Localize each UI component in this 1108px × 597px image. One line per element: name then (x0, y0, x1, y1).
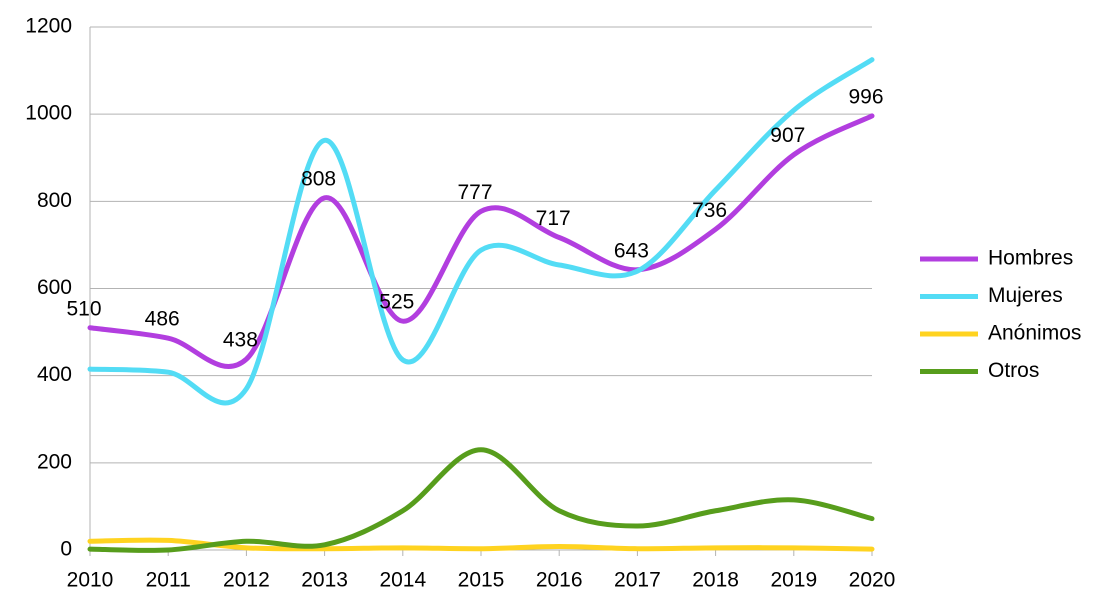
data-label: 777 (457, 181, 492, 204)
x-tick-label: 2020 (849, 569, 896, 592)
series-line (87, 57, 875, 406)
x-tick-label: 2014 (379, 569, 426, 592)
series-line (87, 447, 875, 553)
data-label: 736 (692, 199, 727, 222)
data-label: 486 (145, 308, 180, 331)
legend-label: Anónimos (988, 322, 1081, 345)
data-label: 510 (66, 297, 101, 320)
legend-label: Hombres (988, 247, 1073, 270)
x-tick-label: 2018 (692, 569, 739, 592)
y-tick-label: 1000 (25, 102, 72, 125)
x-tick-label: 2019 (770, 569, 817, 592)
x-tick-label: 2012 (223, 569, 270, 592)
data-label: 808 (301, 167, 336, 190)
legend-label: Otros (988, 359, 1039, 382)
y-tick-label: 0 (60, 538, 72, 561)
series-line (87, 113, 875, 369)
x-tick-label: 2017 (614, 569, 661, 592)
x-tick-label: 2016 (536, 569, 583, 592)
y-tick-label: 800 (37, 189, 72, 212)
x-tick-label: 2015 (458, 569, 505, 592)
y-tick-label: 1200 (25, 15, 72, 38)
y-tick-label: 600 (37, 276, 72, 299)
data-label: 907 (770, 124, 805, 147)
y-tick-label: 200 (37, 450, 72, 473)
legend-label: Mujeres (988, 284, 1063, 307)
data-label: 996 (848, 85, 883, 108)
y-tick-label: 400 (37, 363, 72, 386)
x-tick-label: 2013 (301, 569, 348, 592)
x-tick-label: 2011 (146, 569, 191, 592)
data-label: 438 (223, 329, 258, 352)
data-label: 717 (536, 207, 571, 230)
data-label: 525 (379, 291, 414, 314)
x-tick-label: 2010 (67, 569, 114, 592)
data-label: 643 (614, 239, 649, 262)
